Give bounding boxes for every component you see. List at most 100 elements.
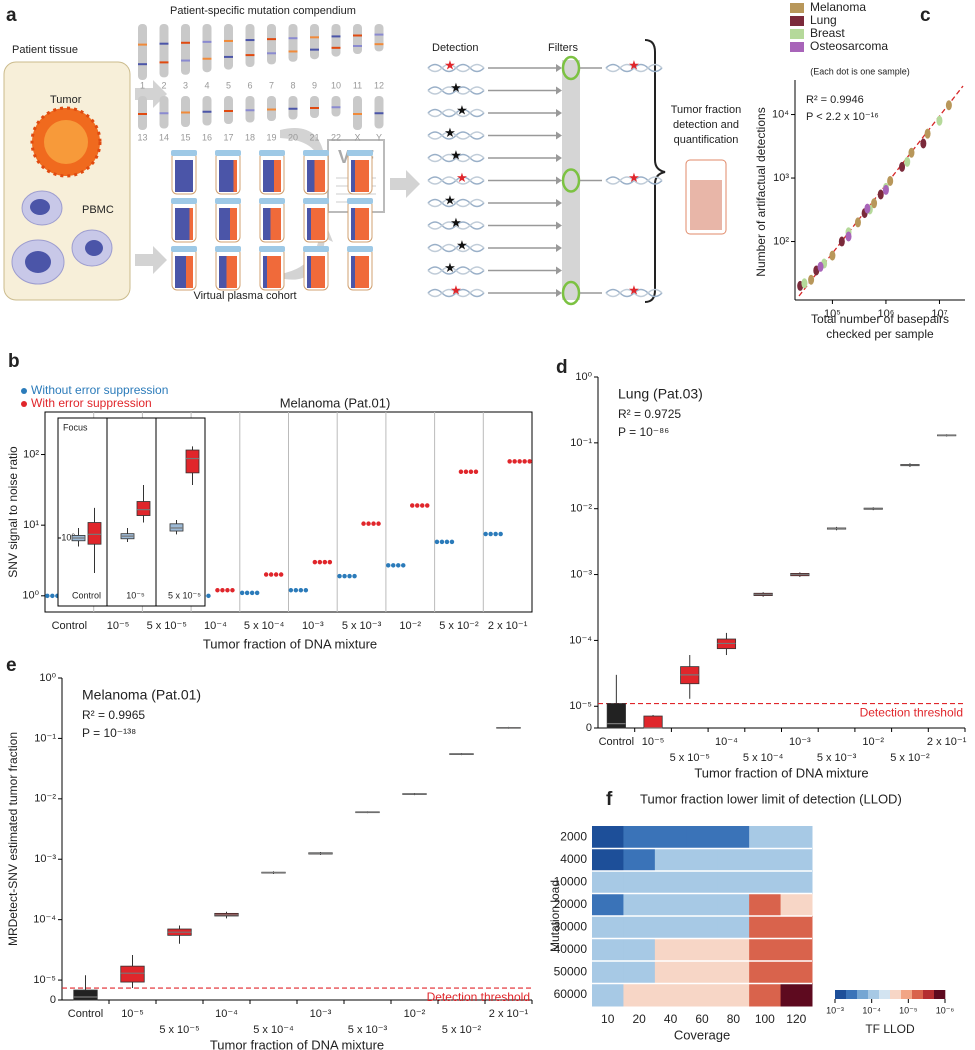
heat-cell bbox=[749, 916, 782, 939]
chromosome-band bbox=[374, 33, 384, 36]
box bbox=[185, 449, 200, 474]
point bbox=[908, 147, 915, 158]
y-tick-label: 10⁴ bbox=[772, 108, 789, 120]
chromosome bbox=[159, 24, 169, 78]
chromosome bbox=[374, 24, 384, 52]
chromosome-band bbox=[181, 59, 190, 62]
heat-cell bbox=[780, 938, 813, 962]
chromosome-number: 14 bbox=[159, 132, 169, 142]
chromosome-number: 11 bbox=[353, 80, 362, 90]
arrow-head bbox=[556, 154, 562, 162]
heat-cell bbox=[623, 893, 656, 917]
heat-cell bbox=[686, 983, 719, 1007]
heat-cell bbox=[780, 871, 813, 894]
y-axis-label: MRDetect-SNV estimated tumor fraction bbox=[6, 732, 20, 946]
inset-x-label: 10⁻⁵ bbox=[126, 590, 145, 600]
chromosome bbox=[310, 24, 319, 60]
x-tick-label: Control bbox=[52, 620, 87, 632]
x-tick-label: 5 x 10⁻⁵ bbox=[670, 752, 710, 764]
chromosome-number: 12 bbox=[374, 80, 384, 90]
tube-blue bbox=[219, 160, 234, 192]
heat-cell bbox=[780, 916, 813, 939]
chromosome-number: 15 bbox=[180, 132, 190, 142]
cell-nucleus bbox=[25, 251, 51, 273]
y-tick-label: 0 bbox=[50, 994, 56, 1006]
x-tick-label: 10⁵ bbox=[824, 308, 841, 320]
tube-cap bbox=[215, 150, 241, 156]
y-tick-label: 10⁻³ bbox=[570, 568, 592, 580]
colorbar-step bbox=[923, 990, 935, 999]
point bbox=[845, 231, 852, 242]
y-tick-label: 10000 bbox=[554, 874, 588, 888]
tube-blue bbox=[175, 208, 190, 240]
x-tick-label: 10⁻⁵ bbox=[107, 620, 130, 632]
x-tick-label: 5 x 10⁻² bbox=[439, 620, 479, 632]
tube-blue bbox=[263, 208, 271, 240]
chromosome-band bbox=[310, 48, 319, 51]
x-tick-label: Control bbox=[599, 736, 634, 748]
panel-letter: b bbox=[8, 351, 20, 372]
inset-x-label: Control bbox=[72, 590, 101, 600]
dna bbox=[427, 153, 485, 163]
x-tick-label: 10⁶ bbox=[878, 308, 895, 320]
x-tick-label: 5 x 10⁻⁵ bbox=[159, 1024, 199, 1036]
x-tick-label: 10⁷ bbox=[931, 308, 947, 320]
tube-red bbox=[314, 160, 325, 192]
y-tick-label: 60000 bbox=[554, 987, 588, 1001]
dna bbox=[427, 243, 485, 253]
tube-blue bbox=[219, 208, 230, 240]
heat-cell bbox=[686, 893, 719, 917]
x-tick-label: 2 x 10⁻¹ bbox=[488, 620, 528, 632]
heat-cell bbox=[592, 961, 624, 984]
tube-cap bbox=[171, 150, 197, 156]
dna bbox=[605, 176, 663, 185]
chart-title: Melanoma (Pat.01) bbox=[280, 395, 391, 410]
cohort-label: Virtual plasma cohort bbox=[193, 290, 296, 302]
mutation-star: ★ bbox=[456, 170, 468, 185]
x-tick-label: 5 x 10⁻⁴ bbox=[743, 752, 784, 764]
chromosome-band bbox=[267, 38, 276, 41]
legend-label: Breast bbox=[810, 26, 845, 40]
heat-cell bbox=[592, 938, 624, 962]
y-tick-label: 10² bbox=[23, 448, 39, 460]
cell-nucleus bbox=[85, 240, 103, 256]
heat-cell bbox=[654, 848, 687, 872]
chromosome-band bbox=[224, 110, 233, 112]
tube-blue bbox=[175, 256, 186, 288]
chromosome-number: 2 bbox=[161, 80, 166, 90]
tube-cap bbox=[347, 198, 373, 204]
box bbox=[73, 989, 98, 1001]
y-tick-label: 10⁰ bbox=[61, 532, 75, 542]
heat-cell bbox=[749, 983, 782, 1007]
heat-cell bbox=[717, 871, 750, 894]
legend-dot bbox=[21, 401, 27, 407]
y-tick-label: 10⁻⁴ bbox=[33, 914, 56, 926]
x-tick-label: 40 bbox=[664, 1012, 678, 1026]
result-text: quantification bbox=[674, 134, 739, 146]
heat-cell bbox=[623, 961, 656, 984]
result-text: Tumor fraction bbox=[671, 104, 742, 116]
inset-frame bbox=[57, 417, 206, 607]
x-tick-label: Control bbox=[68, 1008, 103, 1020]
y-tick-label: 10² bbox=[773, 235, 789, 247]
chromosome-band bbox=[288, 37, 298, 40]
heat-cell bbox=[592, 893, 624, 917]
chromosome-number: 20 bbox=[288, 132, 298, 142]
tube-cap bbox=[215, 246, 241, 252]
point bbox=[801, 278, 808, 289]
heat-cell bbox=[780, 983, 813, 1007]
arrow-head bbox=[556, 86, 562, 95]
heat-cell bbox=[592, 848, 624, 872]
annotation: Melanoma (Pat.01) bbox=[82, 687, 201, 703]
heat-cell bbox=[654, 961, 687, 984]
filter-pass bbox=[561, 168, 581, 193]
chromosome-band bbox=[331, 106, 341, 109]
tube-blue bbox=[175, 160, 193, 192]
chromosome-number: 3 bbox=[183, 80, 188, 90]
point bbox=[882, 184, 889, 195]
chromosome-number: 10 bbox=[331, 80, 341, 90]
tube-blue bbox=[263, 256, 267, 288]
tube-red bbox=[355, 160, 369, 192]
dna bbox=[427, 221, 485, 230]
panel-letter: d bbox=[556, 357, 568, 378]
